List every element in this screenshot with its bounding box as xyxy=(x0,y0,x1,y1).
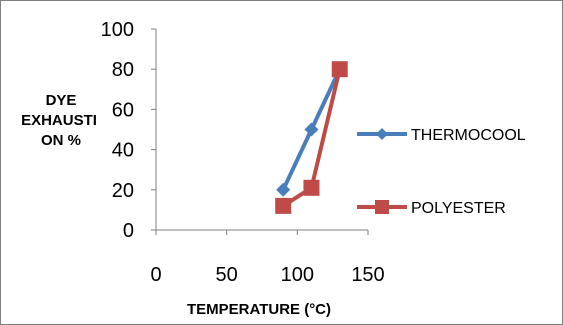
data-point-thermocool xyxy=(276,182,291,197)
data-point-polyester xyxy=(331,61,348,78)
legend-label-polyester: POLYESTER xyxy=(411,200,506,217)
y-tick-label: 40 xyxy=(112,140,134,162)
y-tick-label: 0 xyxy=(123,220,134,242)
data-point-polyester xyxy=(303,179,320,196)
y-tick-group: 0 20 40 60 80 100 xyxy=(101,19,156,242)
x-tick-label: 100 xyxy=(281,264,314,286)
series-layer xyxy=(275,61,348,214)
y-tick-label: 60 xyxy=(112,99,134,121)
x-tick-label: 150 xyxy=(351,264,384,286)
x-tick-label: 0 xyxy=(150,264,161,286)
y-axis-title-line-3: ON % xyxy=(41,132,81,149)
x-axis-title: TEMPERATURE (°C) xyxy=(187,301,331,318)
data-point-polyester xyxy=(275,197,292,214)
legend: THERMOCOOL POLYESTER xyxy=(357,127,526,217)
x-tick-group: 0 50 100 150 xyxy=(150,230,385,286)
y-tick-label: 20 xyxy=(112,180,134,202)
legend-item-polyester: POLYESTER xyxy=(357,200,506,217)
x-tick-label: 50 xyxy=(216,264,238,286)
legend-label-thermocool: THERMOCOOL xyxy=(411,127,526,144)
y-tick-label: 100 xyxy=(101,19,134,41)
legend-item-thermocool: THERMOCOOL xyxy=(357,127,526,144)
legend-diamond-icon xyxy=(376,128,388,140)
series-polyester xyxy=(275,61,348,214)
legend-square-icon xyxy=(375,200,389,214)
y-tick-label: 80 xyxy=(112,59,134,81)
y-axis-title-line-2: EXHAUSTI xyxy=(21,112,97,129)
y-axis-title-line-1: DYE xyxy=(46,92,77,109)
data-point-thermocool xyxy=(304,122,319,137)
plot-area: 0 20 40 60 80 100 0 50 100 150 xyxy=(101,19,385,286)
